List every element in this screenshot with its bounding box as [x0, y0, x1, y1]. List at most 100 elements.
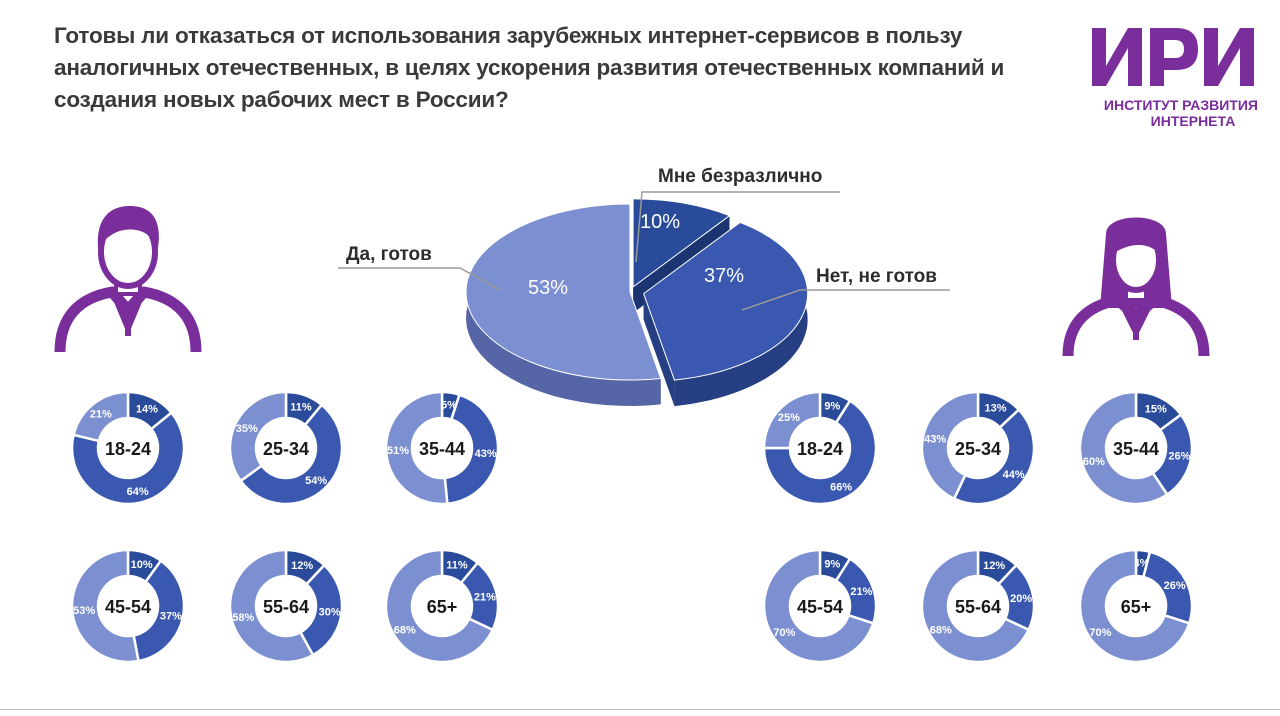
donut-segment: [70, 548, 140, 664]
donut-age-label: 65+: [1121, 597, 1152, 617]
donut-age-label: 18-24: [797, 439, 843, 459]
donut-segment: [1078, 390, 1169, 506]
age-donut: 9% 21% 70%45-54: [762, 548, 878, 664]
donut-segment: [238, 403, 344, 506]
donut-value-label: 35%: [236, 423, 258, 435]
age-donut: 9% 66% 25% 18-24: [762, 390, 878, 506]
donut-value-label: 12%: [983, 560, 1005, 572]
donut-value-label: 11%: [290, 402, 312, 414]
iri-logo-mark: [1092, 28, 1254, 86]
donut-value-label: 70%: [773, 627, 795, 639]
callout-line: [338, 267, 501, 291]
donut-segment: [762, 398, 878, 506]
pie-category-label: Да, готов: [346, 244, 432, 265]
donut-age-label: 25-34: [955, 439, 1001, 459]
age-donut: 5% 43% 51% 35-44: [384, 390, 500, 506]
donut-value-label: 37%: [160, 611, 182, 623]
donut-value-label: 68%: [930, 625, 952, 637]
donut-value-label: 70%: [1089, 627, 1111, 639]
donut-segment: [132, 558, 186, 663]
donut-value-label: 5%: [441, 400, 457, 412]
pie-value-label: 10%: [640, 211, 680, 233]
woman-avatar-icon: [1062, 217, 1210, 357]
donut-segment: [920, 390, 980, 501]
donut-segment: [443, 393, 500, 506]
donut-segment: [762, 548, 875, 664]
donut-value-label: 68%: [394, 625, 416, 637]
donut-age-label: 55-64: [263, 597, 309, 617]
donut-value-label: 30%: [319, 607, 341, 619]
donut-age-label: 45-54: [105, 597, 151, 617]
donut-segment: [228, 548, 315, 664]
donut-value-label: 66%: [830, 482, 852, 494]
age-donut: 10% 37% 53% 45-54: [70, 548, 186, 664]
overall-pie: 10% 37% 53% Мне безразлично Нет, не готов Да,…: [338, 166, 950, 407]
donut-age-label: 18-24: [105, 439, 151, 459]
pie-value-label: 53%: [528, 277, 568, 299]
donut-value-label: 51%: [387, 445, 409, 457]
age-donut: 12% 30% 58% 55-64: [228, 548, 344, 664]
donut-segment: [228, 390, 288, 483]
logo-line1: ИНСТИТУТ РАЗВИТИЯ: [1103, 97, 1258, 113]
male-donuts: 14% 64% 21% 18-24 11% 54% 35% 25-34 5% 43% 51% 35-4…: [70, 390, 500, 664]
pie-slice: [632, 198, 731, 288]
donut-segment: [384, 548, 495, 664]
donut-segment: [1078, 548, 1191, 664]
logo-line2: ИНТЕРНЕТА: [1150, 113, 1236, 129]
donut-age-label: 35-44: [1113, 439, 1159, 459]
donut-value-label: 54%: [305, 475, 327, 487]
pie-slice-side: [674, 222, 808, 407]
bottom-divider: [0, 709, 1280, 710]
donut-age-label: 35-44: [419, 439, 465, 459]
pie-value-label: 37%: [704, 265, 744, 287]
female-donuts: 9% 66% 25% 18-24 13% 44% 43% 25-34 15% 26% 60% 35-4…: [762, 390, 1194, 664]
donut-value-label: 43%: [475, 448, 497, 460]
age-donut: 12% 20% 68%55-64: [920, 548, 1036, 664]
donut-value-label: 12%: [291, 560, 313, 572]
man-avatar-icon: [54, 206, 202, 353]
callout-line: [741, 289, 950, 311]
pie-slice-wall: [643, 293, 675, 407]
donut-value-label: 26%: [1164, 580, 1186, 592]
donut-value-label: 21%: [90, 408, 112, 420]
donut-value-label: 64%: [127, 486, 149, 498]
donut-value-label: 13%: [984, 403, 1006, 415]
age-donut: 4%26%70%65+: [1078, 548, 1194, 664]
donut-value-label: 26%: [1168, 451, 1190, 463]
age-donut: 15% 26% 60% 35-44: [1078, 390, 1194, 506]
age-donut: 14% 64% 21% 18-24: [70, 390, 186, 506]
donut-age-label: 65+: [427, 597, 458, 617]
pie-slice: [465, 203, 662, 381]
donut-value-label: 21%: [850, 586, 872, 598]
donut-value-label: 9%: [824, 401, 840, 413]
donut-value-label: 43%: [924, 433, 946, 445]
donut-value-label: 25%: [778, 412, 800, 424]
donut-value-label: 11%: [446, 560, 468, 572]
donut-value-label: 10%: [131, 559, 153, 571]
donut-segment: [952, 407, 1036, 506]
donut-value-label: 53%: [73, 605, 95, 617]
donut-segment: [384, 390, 449, 506]
donut-value-label: 20%: [1010, 593, 1032, 605]
donut-segment: [920, 548, 1031, 664]
donut-value-label: 15%: [1145, 404, 1167, 416]
donut-value-label: 44%: [1003, 469, 1025, 481]
age-donut: 13% 44% 43% 25-34: [920, 390, 1036, 506]
donut-value-label: 14%: [136, 403, 158, 415]
donut-value-label: 58%: [232, 612, 254, 624]
donut-segment: [72, 390, 130, 443]
donut-value-label: 60%: [1083, 456, 1105, 468]
age-donut: 11% 21% 68% 65+: [384, 548, 500, 664]
donut-age-label: 45-54: [797, 597, 843, 617]
pie-category-label: Мне безразлично: [658, 166, 822, 187]
donut-segment: [762, 390, 822, 450]
donut-age-label: 25-34: [263, 439, 309, 459]
age-donut: 11% 54% 35% 25-34: [228, 390, 344, 506]
iri-logo: ИНСТИТУТ РАЗВИТИЯ ИНТЕРНЕТА: [1088, 20, 1258, 140]
donut-age-label: 55-64: [955, 597, 1001, 617]
pie-category-label: Нет, не готов: [816, 266, 937, 287]
donut-segment: [70, 410, 186, 506]
callout-line: [635, 191, 840, 263]
donut-value-label: 9%: [824, 559, 840, 571]
